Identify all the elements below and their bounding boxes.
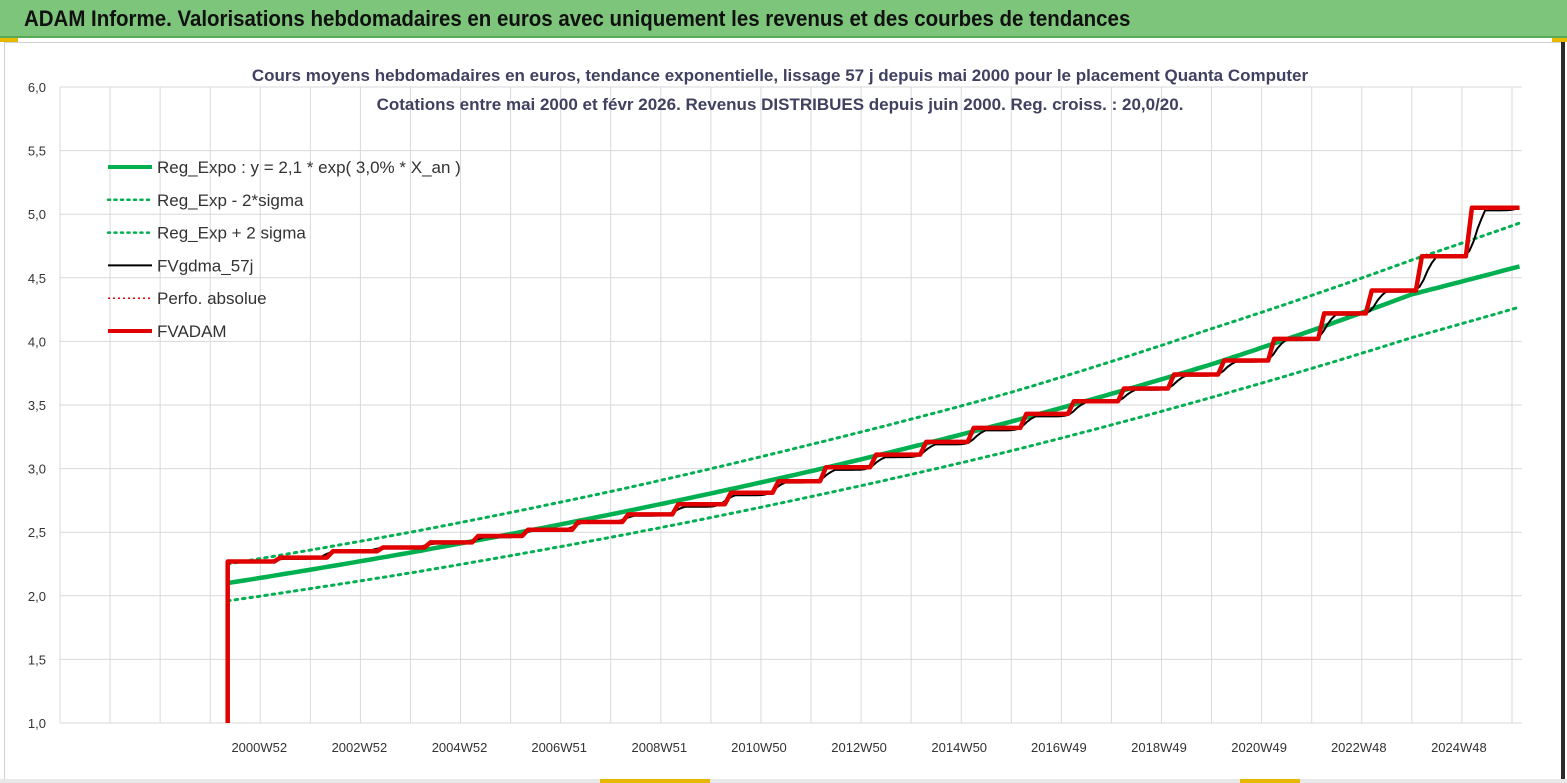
- legend-entry: FVADAM: [157, 322, 227, 341]
- frame-bottom-accent: [600, 779, 710, 783]
- x-tick-label: 2004W52: [432, 740, 488, 755]
- y-tick-label: 1,0: [28, 716, 46, 731]
- series-line-1: [226, 305, 1521, 603]
- header-accent-right: [1552, 38, 1567, 42]
- header-accent-left: [0, 38, 18, 42]
- x-tick-label: 2000W52: [231, 740, 287, 755]
- y-tick-label: 4,0: [28, 334, 46, 349]
- x-tick-label: 2002W52: [332, 740, 388, 755]
- x-tick-label: 2018W49: [1131, 740, 1187, 755]
- x-tick-label: 2016W49: [1031, 740, 1087, 755]
- x-tick-label: 2010W50: [731, 740, 787, 755]
- legend-entry: Reg_Exp + 2 sigma: [157, 224, 306, 243]
- y-tick-label: 4,5: [28, 271, 46, 286]
- y-tick-label: 6,0: [28, 80, 46, 95]
- legend-entry: Reg_Expo : y = 2,1 * exp( 3,0% * X_an ): [157, 158, 461, 177]
- frame-bottom-accent-2: [1240, 779, 1300, 783]
- x-axis: 2000W52 2002W52 2004W52 2006W51 2008W51 2010W…: [231, 740, 1486, 755]
- x-tick-label: 2020W49: [1231, 740, 1287, 755]
- y-tick-label: 5,5: [28, 144, 46, 159]
- report-title: ADAM Informe. Valorisations hebdomadaire…: [24, 6, 1131, 31]
- y-axis: 1,0 1,5 2,0 2,5 3,0 3,5 4,0 4,5 5,0 5,5 6,0: [28, 80, 46, 731]
- chart-title: Cours moyens hebdomadaires en euros, ten…: [252, 66, 1309, 85]
- chart-subtitle: Cotations entre mai 2000 et févr 2026. R…: [377, 95, 1184, 114]
- x-tick-label: 2008W51: [631, 740, 687, 755]
- x-tick-label: 2022W48: [1331, 740, 1387, 755]
- series-line-2: [226, 221, 1521, 566]
- series-layer: [225, 205, 1521, 723]
- y-tick-label: 5,0: [28, 207, 46, 222]
- y-tick-label: 1,5: [28, 652, 46, 667]
- y-tick-label: 2,5: [28, 525, 46, 540]
- x-tick-label: 2012W50: [831, 740, 887, 755]
- legend: Reg_Expo : y = 2,1 * exp( 3,0% * X_an ) R…: [106, 158, 461, 341]
- legend-entry: Reg_Exp - 2*sigma: [157, 191, 304, 210]
- x-tick-label: 2006W51: [531, 740, 587, 755]
- grid: [59, 86, 1522, 724]
- legend-entry: FVgdma_57j: [157, 256, 253, 275]
- frame-bottom-border: [0, 779, 1567, 783]
- x-tick-label: 2024W48: [1431, 740, 1487, 755]
- chart-titles: Cours moyens hebdomadaires en euros, ten…: [252, 66, 1309, 114]
- y-tick-label: 3,0: [28, 462, 46, 477]
- report-header: ADAM Informe. Valorisations hebdomadaire…: [0, 0, 1567, 38]
- y-tick-label: 3,5: [28, 398, 46, 413]
- y-tick-label: 2,0: [28, 589, 46, 604]
- series-line-5: [225, 205, 1520, 723]
- frame-right-border: [1561, 42, 1565, 783]
- x-tick-label: 2014W50: [931, 740, 987, 755]
- series-line-3: [226, 207, 1520, 723]
- legend-entry: Perfo. absolue: [157, 289, 267, 308]
